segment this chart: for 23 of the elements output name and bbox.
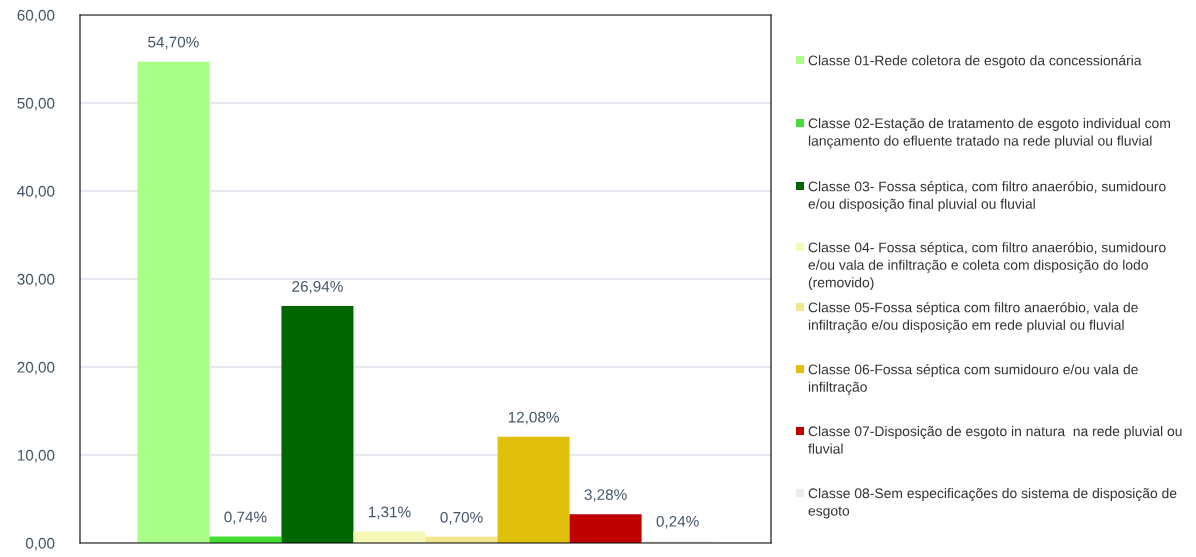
y-tick-label: 30,00 [17,273,55,287]
data-label: 0,74% [224,511,267,525]
legend-label: Classe 03- Fossa séptica, com filtro anaeróbio, sumidouro e/ou disposição final pluvial ou fluvial [808,181,1166,212]
legend-label: Classe 01-Rede coletora de esgoto da concessionária [808,55,1142,69]
y-tick-label: 10,00 [17,449,55,463]
y-tick-label: 60,00 [17,9,55,23]
data-label: 12,08% [508,411,559,425]
legend-label: Classe 08-Sem especificações do sistema de disposição de esgoto [808,488,1177,519]
legend-label: Classe 02-Estação de tratamento de esgoto individual com lançamento do efluente tratado na rede pluvial ou fluvial [808,118,1170,149]
legend-label: Classe 04- Fossa séptica, com filtro anaeróbio, sumidouro e/ou vala de infiltração e coleta com disposição do lodo (removido) [808,242,1166,291]
data-label: 0,70% [440,511,483,525]
data-label: 26,94% [292,280,343,294]
y-tick-label: 0,00 [25,537,55,551]
data-label: 1,31% [368,506,411,520]
legend-label: Classe 06-Fossa séptica com sumidouro e/ou vala de infiltração [808,364,1138,395]
legend-label: Classe 07-Disposição de esgoto in natura na rede pluvial ou fluvial [808,426,1182,454]
legend-label: Classe 05-Fossa séptica com filtro anaeróbio, vala de infiltração e/ou disposição em rede pluvial ou fluvial [808,302,1138,333]
data-label: 3,28% [584,489,627,502]
y-tick-label: 20,00 [17,361,55,375]
data-label: 0,24% [656,515,699,529]
y-tick-label: 50,00 [17,97,55,111]
y-tick-label: 40,00 [17,185,55,199]
data-label: 54,70% [148,36,199,50]
